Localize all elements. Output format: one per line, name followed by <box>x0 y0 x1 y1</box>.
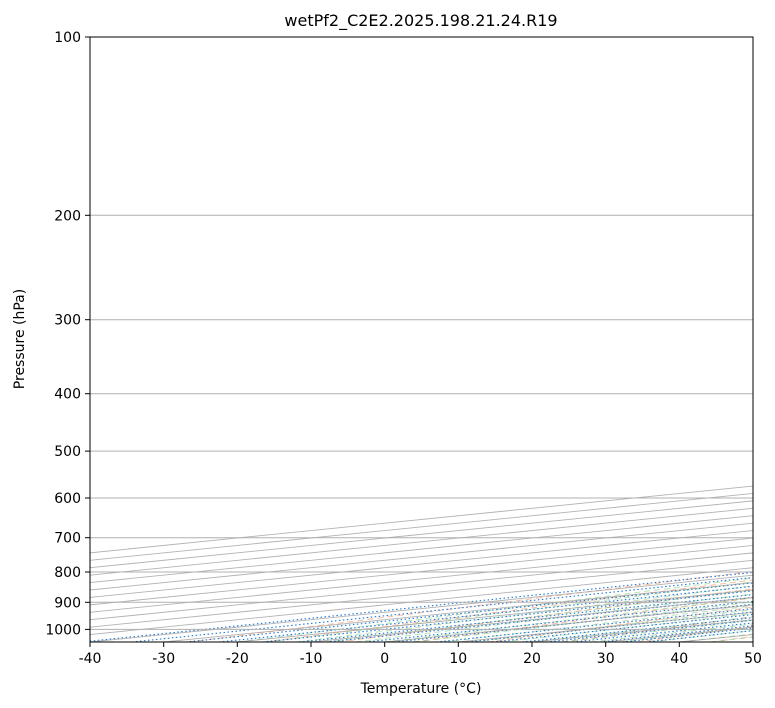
chart-title: wetPf2_C2E2.2025.198.21.24.R19 <box>284 11 557 31</box>
isotherms <box>90 485 753 642</box>
dry-adiabat-line <box>711 635 753 642</box>
x-tick-label: -40 <box>79 651 102 667</box>
isotherm-line <box>90 552 753 621</box>
y-tick-label: 100 <box>54 30 81 46</box>
moist-adiabats <box>237 577 753 642</box>
isotherm-line <box>90 530 753 598</box>
isotherm-line <box>90 485 753 554</box>
isotherm-line <box>90 500 753 569</box>
y-tick-label: 1000 <box>45 622 81 638</box>
dry-adiabats <box>188 570 753 642</box>
dry-adiabat-line <box>636 625 753 642</box>
x-tick-label: 0 <box>380 651 389 667</box>
moist-adiabat-line <box>296 585 753 642</box>
x-tick-label: -20 <box>226 651 249 667</box>
isotherm-line <box>605 626 753 642</box>
x-tick-label: 40 <box>670 651 688 667</box>
x-tick-label: 50 <box>744 651 762 667</box>
moist-adiabat-line <box>443 605 753 642</box>
moist-adiabat-line <box>531 616 753 642</box>
dry-adiabat-line <box>562 616 753 642</box>
moist-adiabat-line <box>679 633 753 642</box>
dewpoint-profile <box>751 601 753 604</box>
isotherm-line <box>90 559 753 628</box>
mixing-ratio-line <box>365 600 753 642</box>
moist-adiabat-line <box>561 620 753 642</box>
y-tick-label: 800 <box>54 565 81 581</box>
x-tick-label: 10 <box>449 651 467 667</box>
y-tick-label: 200 <box>54 208 81 224</box>
profiles <box>751 601 753 604</box>
mixing-ratio-line <box>436 608 753 642</box>
isotherm-line <box>531 619 753 642</box>
y-tick-label: 900 <box>54 595 81 611</box>
x-tick-label: -30 <box>152 651 175 667</box>
isotherm-line <box>90 515 753 584</box>
y-tick-label: 600 <box>54 491 81 507</box>
y-axis-label: Pressure (hPa) <box>12 289 28 389</box>
y-tick-label: 700 <box>54 531 81 547</box>
isotherm-line <box>458 611 753 642</box>
moist-adiabat-line <box>708 636 753 642</box>
isotherm-line <box>90 544 753 613</box>
moist-adiabat-line <box>502 612 753 642</box>
dry-adiabat-line <box>412 597 753 642</box>
mixing-ratio-line <box>467 611 753 642</box>
moist-adiabat-line <box>414 601 753 642</box>
isotherm-line <box>90 507 753 576</box>
moist-adiabat-line <box>237 577 753 642</box>
x-tick-label: 20 <box>523 651 541 667</box>
plot-frame <box>89 36 754 643</box>
moist-adiabat-line <box>473 609 753 642</box>
y-axis-ticks: 100 200 300 400 500 600 700 800 900 1000 <box>45 30 90 638</box>
moist-adiabat-line <box>325 589 753 642</box>
isotherm-line <box>384 604 753 642</box>
mixing-ratio-line <box>131 576 753 642</box>
isotherm-line <box>90 522 753 591</box>
background-lines <box>90 37 753 642</box>
isotherm-line <box>752 641 753 642</box>
moist-adiabat-line <box>649 630 753 642</box>
mixing-ratio-line <box>90 571 753 642</box>
isotherm-line <box>310 596 753 642</box>
moist-adiabat-line <box>355 593 753 642</box>
x-axis-label: Temperature (°C) <box>360 681 482 697</box>
y-tick-label: 500 <box>54 444 81 460</box>
y-tick-label: 300 <box>54 313 81 329</box>
moist-adiabat-line <box>384 597 753 642</box>
x-axis-ticks: -40 -30 -20 -10 0 10 20 30 40 50 <box>79 642 762 667</box>
x-tick-label: -10 <box>300 651 323 667</box>
dry-adiabat-line <box>487 606 753 642</box>
y-tick-label: 400 <box>54 387 81 403</box>
dry-adiabat-line <box>188 570 753 642</box>
isotherm-line <box>90 567 753 636</box>
isotherm-line <box>90 574 753 642</box>
moist-adiabat-line <box>266 581 753 642</box>
x-tick-label: 30 <box>597 651 615 667</box>
isotherm-line <box>90 537 753 606</box>
isotherm-line <box>90 492 753 561</box>
pressure-gridlines <box>90 37 753 630</box>
